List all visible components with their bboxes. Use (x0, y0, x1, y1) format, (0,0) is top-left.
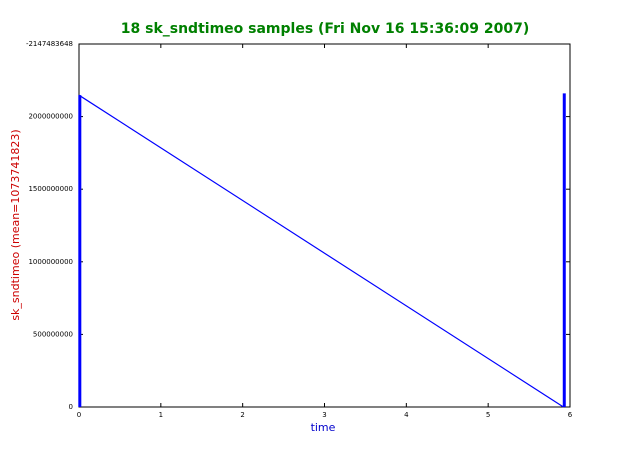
y-tick-label: 1000000000 (28, 258, 73, 266)
data-line (78, 94, 564, 408)
x-tick-label: 6 (568, 411, 573, 419)
y-axis-label: sk_sndtimeo (mean=1073741823) (9, 129, 22, 320)
plot-frame (78, 43, 571, 408)
x-tick-label: 3 (322, 411, 326, 419)
x-tick-label: 1 (159, 411, 163, 419)
chart-title: 18 sk_sndtimeo samples (Fri Nov 16 15:36… (121, 21, 530, 37)
y-tick-label: -2147483648 (26, 40, 73, 48)
y-tick-label: 2000000000 (28, 113, 73, 121)
x-tick-label: 0 (77, 411, 81, 419)
x-tick-label: 4 (404, 411, 409, 419)
y-tick-label: 1500000000 (28, 185, 73, 193)
y-tick-label: 500000000 (33, 330, 73, 338)
y-tick-label: 0 (69, 403, 73, 411)
x-tick-label: 2 (240, 411, 244, 419)
x-axis-label: time (311, 421, 336, 434)
x-tick-label: 5 (486, 411, 490, 419)
